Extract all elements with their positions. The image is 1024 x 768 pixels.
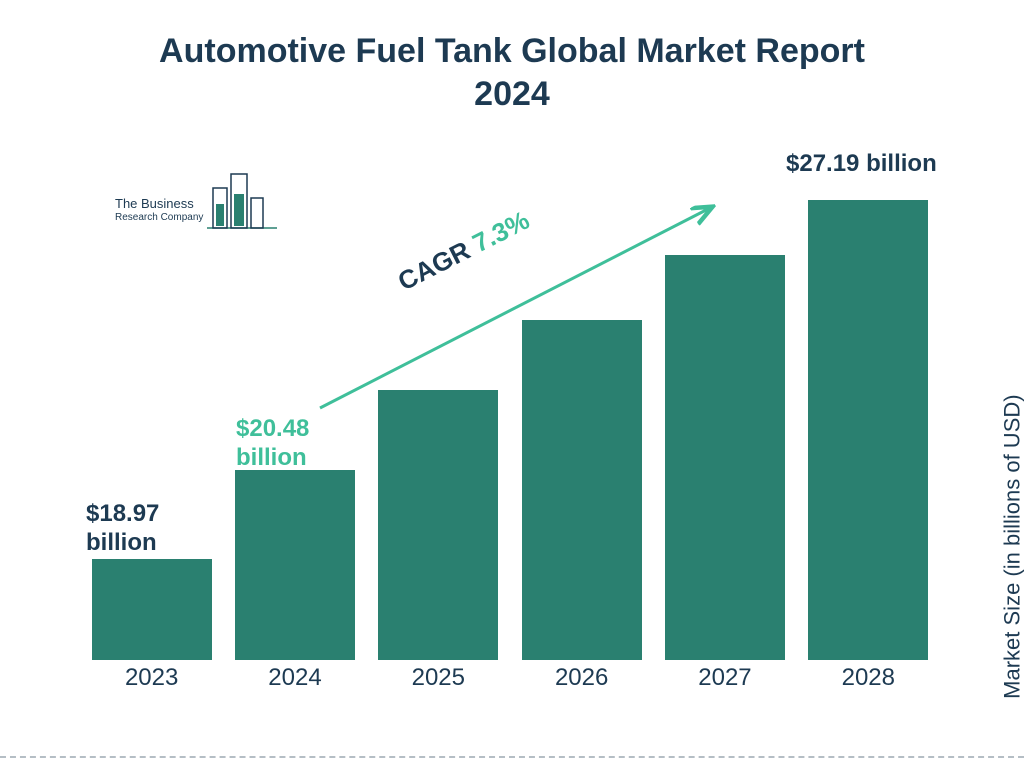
title-line-1: Automotive Fuel Tank Global Market Repor… [0, 30, 1024, 73]
x-axis-label: 2023 [92, 664, 212, 700]
bar [235, 470, 355, 660]
bar-column [235, 470, 355, 660]
x-axis-labels: 2023 2024 2025 2026 2027 2028 [80, 664, 940, 700]
bar [378, 390, 498, 660]
footer-divider [0, 756, 1024, 758]
chart-title: Automotive Fuel Tank Global Market Repor… [0, 30, 1024, 115]
value-label: $27.19 billion [786, 150, 937, 179]
bar-column [522, 320, 642, 660]
x-axis-label: 2024 [235, 664, 355, 700]
title-line-2: 2024 [0, 73, 1024, 116]
bar-column [808, 200, 928, 660]
bar [92, 559, 212, 660]
bar [808, 200, 928, 660]
x-axis-label: 2026 [522, 664, 642, 700]
x-axis-label: 2025 [378, 664, 498, 700]
value-label: $20.48billion [236, 415, 309, 473]
x-axis-label: 2027 [665, 664, 785, 700]
bar-column [92, 559, 212, 660]
bar-column [378, 390, 498, 660]
bar-column [665, 255, 785, 660]
x-axis-label: 2028 [808, 664, 928, 700]
value-label: $18.97billion [86, 500, 159, 558]
bar [665, 255, 785, 660]
bar [522, 320, 642, 660]
y-axis-label: Market Size (in billions of USD) [999, 394, 1024, 698]
